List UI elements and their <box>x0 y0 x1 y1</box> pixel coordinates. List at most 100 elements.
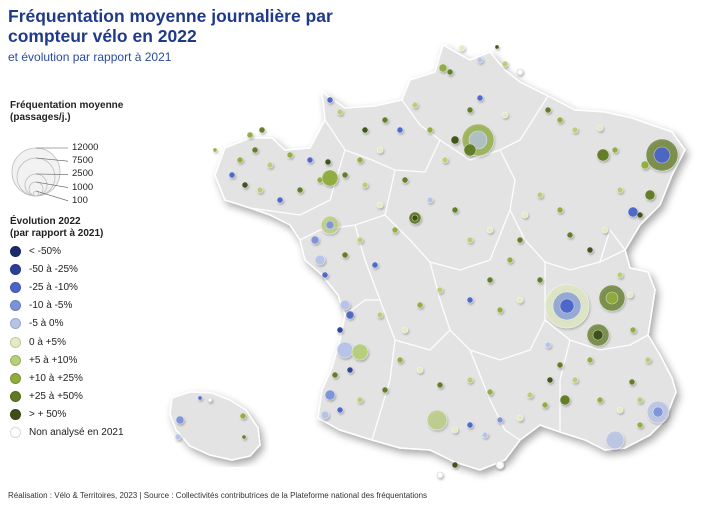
legend-swatch <box>10 281 21 293</box>
counter-dot <box>241 181 249 189</box>
counter-dot <box>596 148 610 162</box>
counter-dot <box>556 116 564 124</box>
region-borders <box>249 95 649 441</box>
counter-dot <box>236 156 244 164</box>
counter-dot <box>396 126 404 134</box>
counter-dot <box>596 124 604 132</box>
counter-dot <box>592 329 604 341</box>
counter-dot <box>341 171 349 179</box>
counter-dot <box>324 389 336 401</box>
counter-dot <box>426 126 434 134</box>
counter-dot <box>336 341 354 359</box>
counter-dot <box>381 116 389 124</box>
counter-dot <box>544 341 552 349</box>
counter-dot <box>401 176 409 184</box>
counter-dot <box>466 106 474 114</box>
counter-dot <box>376 311 384 319</box>
counter-dot <box>526 391 534 399</box>
size-legend-value: 1000 <box>72 181 94 193</box>
counter-dot <box>636 421 644 429</box>
legend-label: < -50% <box>29 245 61 257</box>
counter-dot <box>605 291 619 305</box>
counter-dot <box>636 211 644 219</box>
counter-dot <box>314 254 326 266</box>
counter-dot <box>463 143 477 157</box>
counter-dot <box>466 236 474 244</box>
counter-dot <box>616 271 624 279</box>
color-legend-item: -5 à 0% <box>10 315 124 333</box>
counter-dot <box>481 431 489 439</box>
counter-dot <box>401 326 409 334</box>
counter-dot <box>326 96 334 104</box>
counter-dot <box>451 461 459 469</box>
counter-dot <box>546 376 554 384</box>
counter-dot <box>446 68 454 76</box>
color-legend-item: > + 50% <box>10 406 124 424</box>
counter-dot <box>351 343 369 361</box>
counter-dot <box>640 160 650 170</box>
counter-dot <box>336 326 344 334</box>
counter-dot <box>466 376 474 384</box>
counter-dot <box>310 235 320 245</box>
size-legend-value: 2500 <box>72 168 94 180</box>
counter-dot <box>296 186 304 194</box>
legend-label: 0 à +5% <box>29 336 66 348</box>
counter-dot <box>391 226 399 234</box>
footer-source: Réalisation : Vélo & Territoires, 2023 |… <box>8 491 428 500</box>
counter-dot <box>516 236 524 244</box>
counter-dot <box>321 169 339 187</box>
counter-dot <box>636 396 644 404</box>
counter-dot <box>486 276 494 284</box>
counter-dot <box>306 156 314 164</box>
size-legend-value: 7500 <box>72 155 94 167</box>
counter-dot <box>376 201 384 209</box>
counter-dot <box>336 406 344 414</box>
counter-dot <box>466 421 474 429</box>
legend-swatch <box>10 354 21 366</box>
counter-dot <box>451 426 459 434</box>
color-legend-item: -50 à -25% <box>10 260 124 278</box>
counter-dot <box>376 146 384 154</box>
counter-dot <box>586 356 594 364</box>
counter-dot <box>361 181 369 189</box>
color-legend-item: -25 à -10% <box>10 278 124 296</box>
counter-dot <box>628 378 636 386</box>
counter-dot <box>521 211 529 219</box>
color-legend-item: +25 à +50% <box>10 388 124 406</box>
legend-label: +5 à +10% <box>29 354 78 366</box>
size-legend-leader <box>35 157 69 162</box>
legend-swatch <box>10 318 21 330</box>
legend-label: -5 à 0% <box>29 318 64 330</box>
counter-dot <box>506 256 514 264</box>
counter-dot <box>516 296 524 304</box>
counter-dot <box>571 126 579 134</box>
counter-dot <box>228 171 236 179</box>
counter-dot <box>616 406 624 414</box>
color-legend-item: < -50% <box>10 242 124 260</box>
counter-dot <box>468 130 488 150</box>
legend-swatch <box>10 409 21 421</box>
legend-label: Non analysé en 2021 <box>29 427 124 439</box>
counter-dot <box>536 276 544 284</box>
counter-dot <box>197 395 203 401</box>
counter-dot <box>212 147 218 153</box>
counter-dot <box>496 416 504 424</box>
counter-dot <box>544 106 552 114</box>
counter-dot <box>324 158 332 166</box>
legend-swatch <box>10 245 21 257</box>
counter-dot <box>605 430 625 450</box>
legend-label: -50 à -25% <box>29 263 78 275</box>
counter-dot <box>396 356 404 364</box>
counter-dot <box>541 401 549 409</box>
counter-dot <box>416 366 424 374</box>
counter-dot <box>652 406 664 418</box>
counter-dot <box>486 226 494 234</box>
counter-dot <box>653 146 671 164</box>
legend-label: +10 à +25% <box>29 372 83 384</box>
counter-dot <box>346 366 354 374</box>
counter-dot <box>566 231 574 239</box>
counter-dot <box>174 433 182 441</box>
counter-dot <box>207 397 213 403</box>
counter-dot <box>629 326 637 334</box>
